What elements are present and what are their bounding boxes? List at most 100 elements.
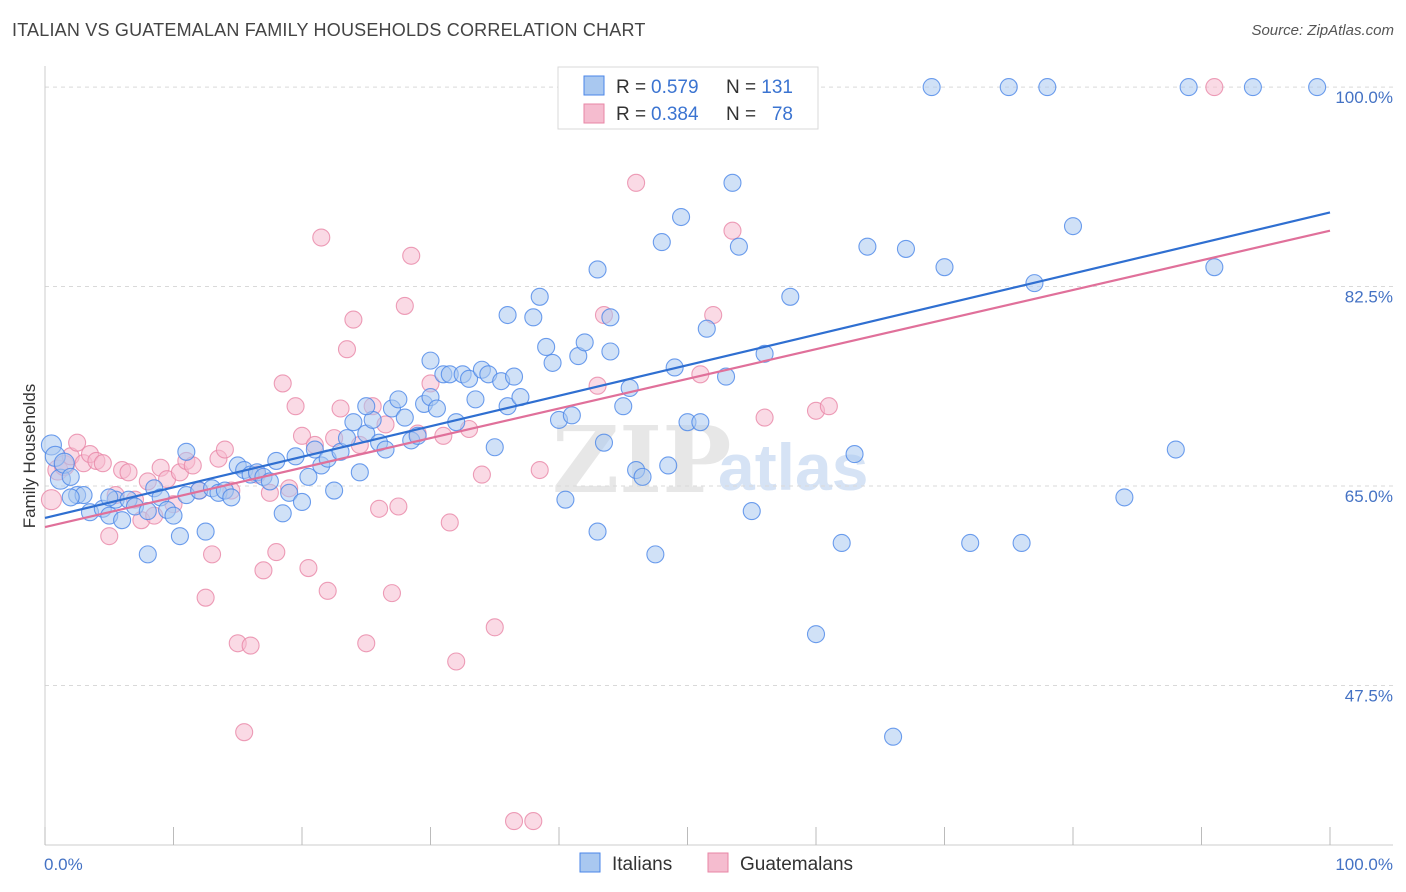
point-guatemalans xyxy=(267,543,286,562)
point-guatemalans xyxy=(723,221,742,240)
trend-lines xyxy=(44,211,1331,529)
x-tick-label-min: 0.0% xyxy=(44,855,83,874)
point-guatemalans xyxy=(93,454,112,473)
point-italians xyxy=(884,727,903,746)
point-italians xyxy=(138,545,157,564)
point-italians xyxy=(113,511,132,530)
point-italians xyxy=(999,78,1018,97)
legend-bottom-label-guatemalans: Guatemalans xyxy=(740,854,853,875)
point-guatemalans xyxy=(196,588,215,607)
point-guatemalans xyxy=(819,397,838,416)
point-guatemalans xyxy=(389,497,408,516)
gridlines xyxy=(45,86,1393,686)
point-italians xyxy=(1115,488,1134,507)
point-guatemalans xyxy=(485,618,504,637)
point-guatemalans xyxy=(286,397,305,416)
point-italians xyxy=(504,367,524,386)
point-italians xyxy=(427,399,446,418)
point-guatemalans xyxy=(337,340,357,359)
watermark-atlas: atlas xyxy=(718,430,868,504)
legend-n-label-guatemalans: N = xyxy=(726,104,756,125)
point-guatemalans xyxy=(40,489,62,511)
y-tick-label: 82.5% xyxy=(1345,288,1393,307)
point-italians xyxy=(537,337,556,356)
point-guatemalans xyxy=(524,812,543,831)
point-italians xyxy=(614,397,633,416)
legend-n-value-guatemalans: 78 xyxy=(772,104,793,125)
point-italians xyxy=(196,522,215,541)
point-italians xyxy=(459,369,479,388)
point-guatemalans xyxy=(100,527,119,546)
point-italians xyxy=(485,438,504,457)
point-guatemalans xyxy=(331,399,350,418)
point-guatemalans xyxy=(318,581,337,600)
point-italians xyxy=(530,287,549,306)
point-italians xyxy=(524,308,543,327)
legend-bottom-swatch-guatemalans xyxy=(707,852,729,873)
point-italians xyxy=(672,207,691,227)
trend-line-italians xyxy=(44,211,1331,519)
point-italians xyxy=(357,397,376,416)
point-italians xyxy=(659,456,678,475)
point-guatemalans xyxy=(119,463,138,482)
point-italians xyxy=(691,413,710,432)
point-italians xyxy=(723,173,742,192)
point-guatemalans xyxy=(312,228,331,247)
point-italians xyxy=(594,433,614,452)
point-guatemalans xyxy=(402,246,421,265)
point-guatemalans xyxy=(273,374,292,393)
point-italians xyxy=(781,287,800,306)
point-guatemalans xyxy=(357,634,376,653)
point-italians xyxy=(755,344,774,363)
point-guatemalans xyxy=(627,173,646,192)
point-italians xyxy=(1179,78,1198,97)
point-guatemalans xyxy=(344,310,363,329)
point-guatemalans xyxy=(447,652,466,671)
point-italians xyxy=(170,527,189,546)
y-tick-label: 65.0% xyxy=(1345,487,1393,506)
point-italians xyxy=(292,492,312,511)
legend-n-value-italians: 131 xyxy=(761,77,793,98)
legend-r-label-italians: R = xyxy=(616,77,646,98)
point-italians xyxy=(344,413,363,432)
point-italians xyxy=(716,367,736,386)
point-italians xyxy=(832,533,851,553)
point-guatemalans xyxy=(755,408,774,427)
point-guatemalans xyxy=(382,584,402,603)
point-italians xyxy=(633,467,652,486)
y-tick-label: 100.0% xyxy=(1335,88,1393,107)
y-tick-label: 47.5% xyxy=(1345,686,1393,705)
legend-top: R = 0.579 N = 131 R = 0.384 N = 78 xyxy=(557,66,819,130)
point-italians xyxy=(164,506,183,525)
source-label: Source: ZipAtlas.com xyxy=(1251,22,1394,39)
point-italians xyxy=(389,390,408,409)
point-guatemalans xyxy=(254,561,273,580)
point-italians xyxy=(350,463,369,482)
point-italians xyxy=(646,545,665,564)
point-italians xyxy=(280,483,299,502)
point-italians xyxy=(806,625,826,644)
chart-title: ITALIAN VS GUATEMALAN FAMILY HOUSEHOLDS … xyxy=(12,20,646,40)
legend-bottom: Italians Guatemalans xyxy=(579,852,853,875)
point-italians xyxy=(1038,78,1057,97)
point-guatemalans xyxy=(395,296,414,315)
legend-r-value-italians: 0.579 xyxy=(651,77,699,98)
point-italians xyxy=(61,488,80,507)
legend-swatch-guatemalans xyxy=(583,103,605,124)
point-italians xyxy=(729,237,748,256)
point-guatemalans xyxy=(472,465,491,484)
legend-bottom-swatch-italians xyxy=(579,852,601,873)
point-guatemalans xyxy=(215,440,234,459)
point-italians xyxy=(575,333,594,352)
point-italians xyxy=(601,342,620,361)
point-italians xyxy=(299,467,318,486)
point-guatemalans xyxy=(203,545,222,564)
point-italians xyxy=(273,504,292,523)
point-italians xyxy=(543,353,562,372)
point-italians xyxy=(1012,533,1031,553)
point-guatemalans xyxy=(299,559,318,578)
point-italians xyxy=(588,522,607,541)
point-guatemalans xyxy=(1205,78,1224,97)
point-italians xyxy=(742,502,761,521)
